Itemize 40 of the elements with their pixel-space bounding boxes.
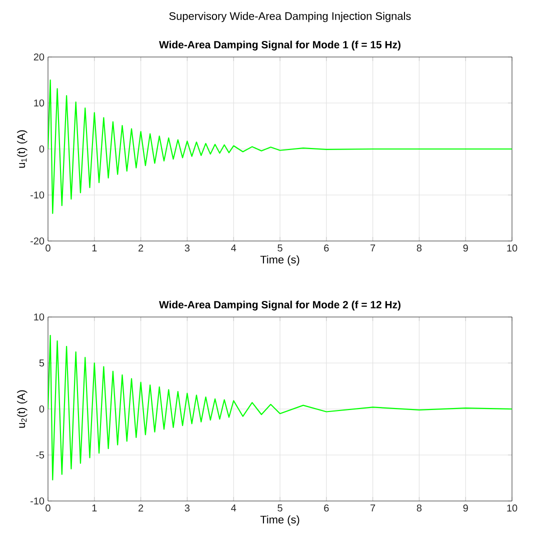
chart-title: Wide-Area Damping Signal for Mode 2 (f = 12 Hz) [159, 300, 400, 310]
x-tick-label: 2 [138, 244, 144, 252]
x-axis-title: Time (s) [260, 255, 300, 266]
x-tick-label: 9 [463, 244, 468, 252]
y-tick-label: -10 [30, 191, 44, 199]
y-tick-label: 5 [39, 360, 44, 366]
chart-title: Wide-Area Damping Signal for Mode 1 (f = 15 Hz) [159, 40, 400, 50]
y-tick-label: -5 [36, 452, 44, 458]
y-axis-title: u$_{2}$(t) (A) [17, 390, 28, 428]
y-tick-label: 10 [34, 313, 44, 321]
x-tick-label: 9 [463, 504, 468, 512]
x-tick-label: 5 [278, 504, 282, 512]
x-tick-label: 4 [231, 244, 236, 252]
line-series [48, 334, 512, 480]
x-tick-label: 5 [278, 244, 282, 252]
x-tick-label: 6 [324, 504, 329, 512]
x-tick-label: 8 [416, 504, 422, 512]
y-tick-label: 0 [39, 405, 44, 413]
x-tick-label: 3 [184, 504, 190, 512]
x-tick-label: 3 [184, 244, 190, 252]
x-tick-label: 6 [324, 244, 329, 252]
x-tick-label: 7 [370, 504, 376, 512]
y-tick-label: -20 [30, 237, 44, 245]
x-tick-label: 1 [92, 504, 97, 512]
y-axis-title: u$_{1}$(t) (A) [17, 130, 28, 168]
x-tick-label: 0 [46, 244, 50, 252]
x-tick-label: 10 [507, 244, 518, 252]
x-tick-label: 8 [416, 244, 422, 252]
x-tick-label: 0 [46, 504, 50, 512]
y-tick-label: 20 [34, 53, 44, 61]
text: Supervisory Wide-Area Damping Injection Signals [169, 12, 411, 22]
y-tick-label: 0 [39, 145, 44, 153]
x-tick-label: 7 [370, 244, 376, 252]
y-tick-label: -10 [30, 497, 44, 505]
x-tick-label: 1 [92, 244, 97, 252]
x-tick-label: 10 [507, 504, 518, 512]
x-axis-title: Time (s) [260, 515, 300, 526]
y-tick-label: 10 [34, 99, 44, 107]
x-tick-label: 2 [138, 504, 144, 512]
x-tick-label: 4 [231, 504, 236, 512]
